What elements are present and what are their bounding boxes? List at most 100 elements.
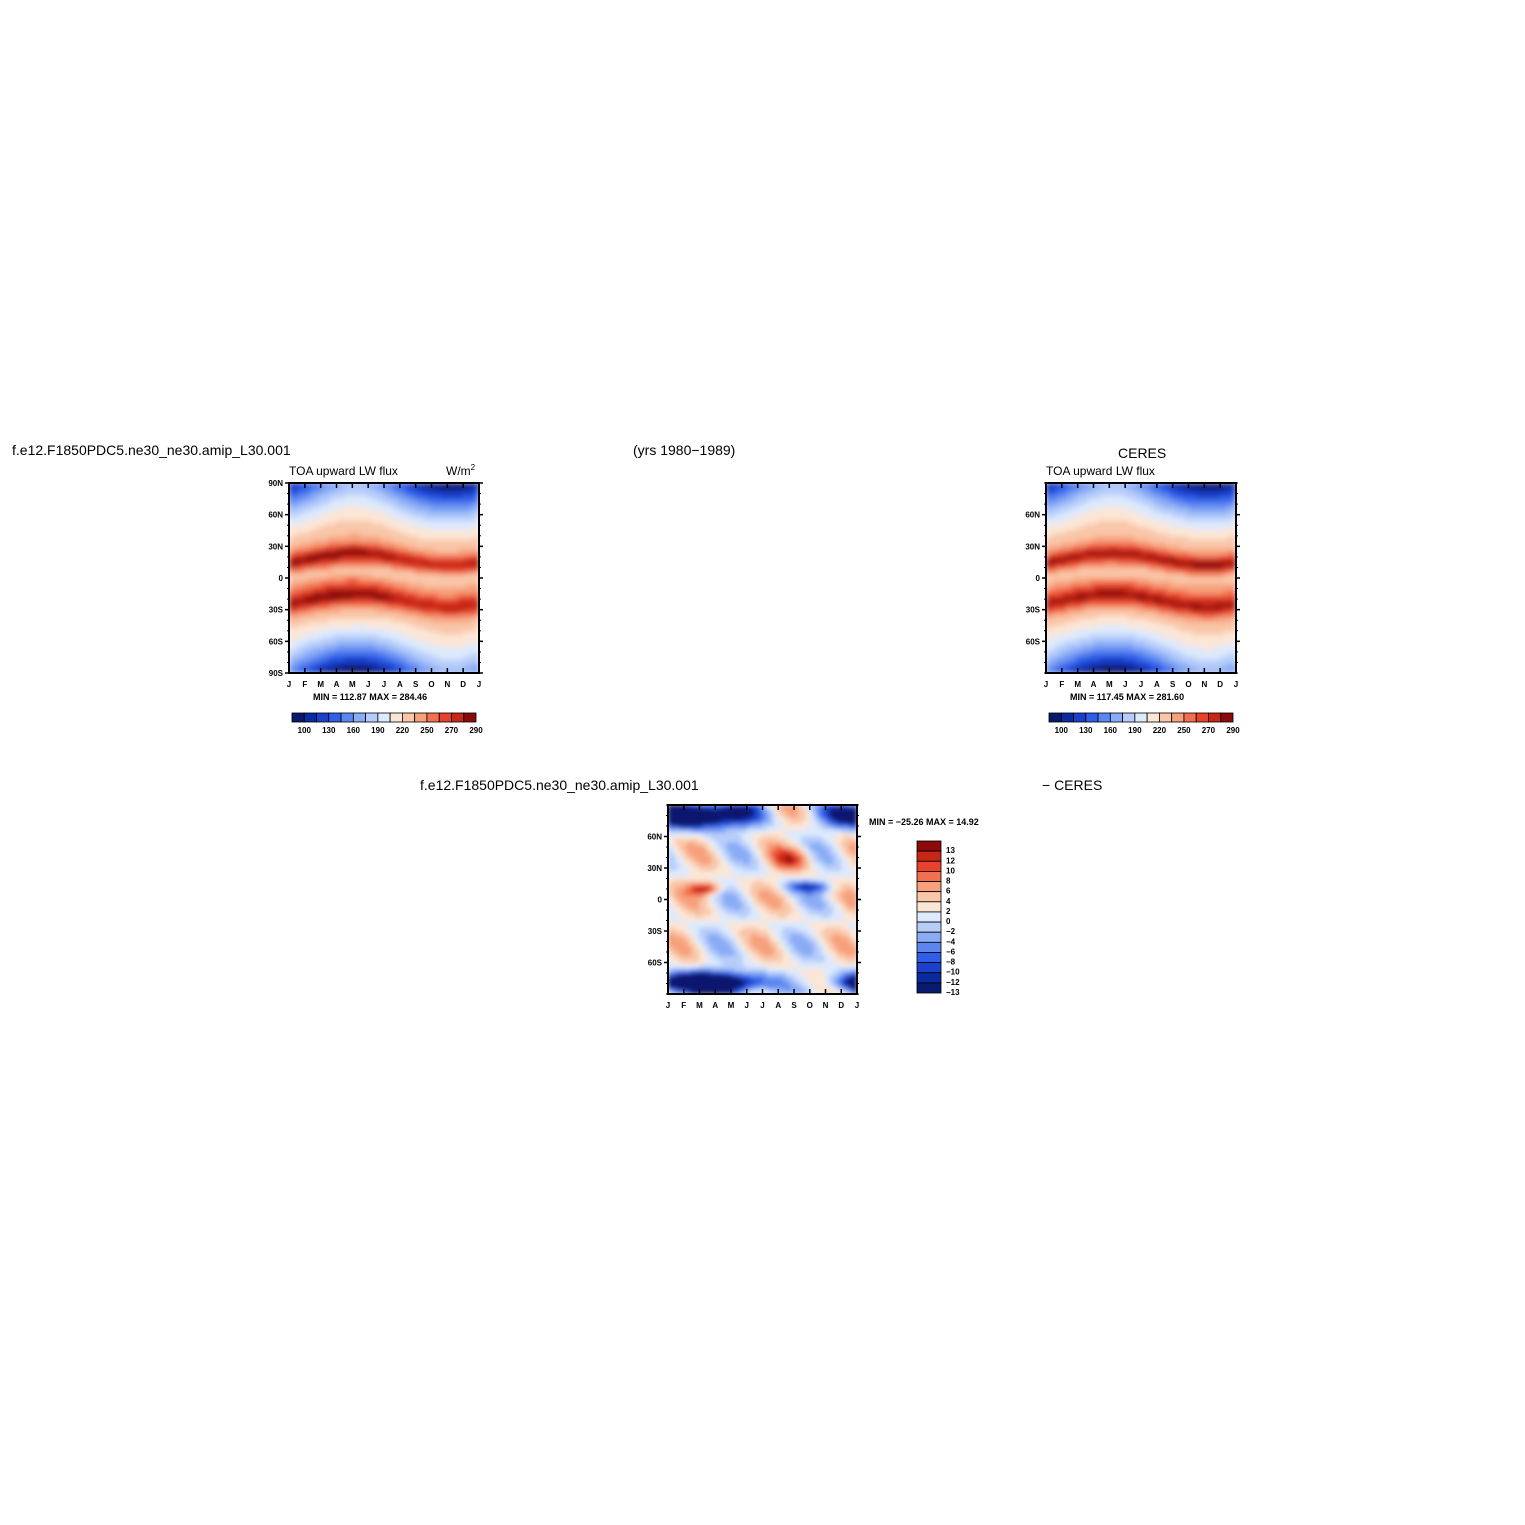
model-cell <box>411 568 416 572</box>
obs-cell <box>1200 485 1205 490</box>
obs-cell <box>1207 590 1213 595</box>
model-cell <box>332 501 337 506</box>
obs-cell <box>1140 558 1146 563</box>
model-cell <box>355 593 361 598</box>
obs-cell <box>1144 580 1150 585</box>
obs-cell <box>1097 517 1102 522</box>
model-cell <box>304 546 310 550</box>
obs-cell <box>1215 590 1221 595</box>
model-cell <box>447 577 452 582</box>
model-cell <box>348 501 353 506</box>
model-cell <box>324 552 329 557</box>
model-cell <box>454 492 460 496</box>
model-cell <box>395 634 401 639</box>
obs-cell <box>1211 558 1217 563</box>
obs-cell <box>1124 593 1130 598</box>
obs-cell <box>1116 577 1122 582</box>
model-cell <box>312 622 318 626</box>
obs-cell <box>1144 520 1150 525</box>
obs-cell <box>1061 580 1067 585</box>
obs-cell <box>1148 603 1154 607</box>
obs-cell <box>1188 609 1193 614</box>
model-cell <box>340 552 345 557</box>
obs-cell <box>1109 495 1114 500</box>
obs-cell <box>1207 530 1213 534</box>
model-cell <box>435 511 440 515</box>
obs-cell <box>1168 603 1173 607</box>
years-title: (yrs 1980−1989) <box>633 442 736 458</box>
model-cell <box>407 558 413 563</box>
model-cell <box>387 577 393 582</box>
model-cell <box>454 558 460 563</box>
obs-cell <box>1140 580 1146 585</box>
model-cell <box>336 492 341 496</box>
obs-cell <box>1120 603 1126 607</box>
model-cell <box>371 637 377 642</box>
obs-cell <box>1132 580 1138 585</box>
model-cell <box>415 628 420 633</box>
model-cell <box>415 495 420 500</box>
model-cell <box>387 495 393 500</box>
obs-cell <box>1049 527 1055 531</box>
obs-cell <box>1112 561 1118 566</box>
model-cell <box>379 523 385 528</box>
obs-cell <box>1101 606 1106 610</box>
obs-cell <box>1112 568 1118 572</box>
obs-cell <box>1204 577 1209 582</box>
model-cell <box>300 622 306 626</box>
obs-cell <box>1105 492 1110 496</box>
model-cell <box>355 641 361 645</box>
model-cell <box>470 565 476 569</box>
model-cell <box>336 504 341 509</box>
obs-cell <box>1109 533 1114 538</box>
obs-cell <box>1136 612 1142 617</box>
model-cell <box>328 593 333 598</box>
model-cell <box>375 565 381 569</box>
obs-cell <box>1116 520 1122 525</box>
model-cell <box>312 533 318 538</box>
model-cell <box>296 517 302 522</box>
model-cell <box>359 555 365 560</box>
model-cell <box>411 634 416 639</box>
obs-cell <box>1156 542 1162 547</box>
obs-cell <box>1223 536 1229 541</box>
obs-cell <box>1144 546 1150 550</box>
obs-cell <box>1089 517 1094 522</box>
model-cell <box>419 517 424 522</box>
model-cell <box>371 501 377 506</box>
model-cell <box>391 517 397 522</box>
obs-cell <box>1085 555 1090 560</box>
model-cell <box>407 495 413 500</box>
model-cell <box>308 539 314 544</box>
model-cell <box>411 587 416 591</box>
model-cell <box>387 587 393 591</box>
model-cell <box>391 492 397 496</box>
model-cell <box>427 606 432 610</box>
model-cell <box>399 571 405 576</box>
model-cell <box>355 612 361 617</box>
model-cell <box>415 603 420 607</box>
model-cell <box>340 508 345 512</box>
obs-cell <box>1231 549 1236 553</box>
model-cell <box>371 609 377 614</box>
obs-cell <box>1128 483 1134 487</box>
obs-cell <box>1168 606 1173 610</box>
model-cell <box>300 612 306 617</box>
model-cell <box>435 561 440 566</box>
model-cell <box>427 647 432 652</box>
obs-cell <box>1136 549 1142 553</box>
model-cell <box>359 492 365 496</box>
obs-cell <box>1200 584 1205 588</box>
model-cell <box>304 666 310 671</box>
model-cell <box>411 539 416 544</box>
model-cell <box>415 523 420 528</box>
model-cell <box>355 523 361 528</box>
obs-cell <box>1089 501 1094 506</box>
obs-cell <box>1211 523 1217 528</box>
model-cell <box>340 631 345 636</box>
model-cell <box>340 587 345 591</box>
model-cell <box>462 501 468 506</box>
model-cell <box>435 508 440 512</box>
model-cell <box>324 533 329 538</box>
model-cell <box>332 492 337 496</box>
